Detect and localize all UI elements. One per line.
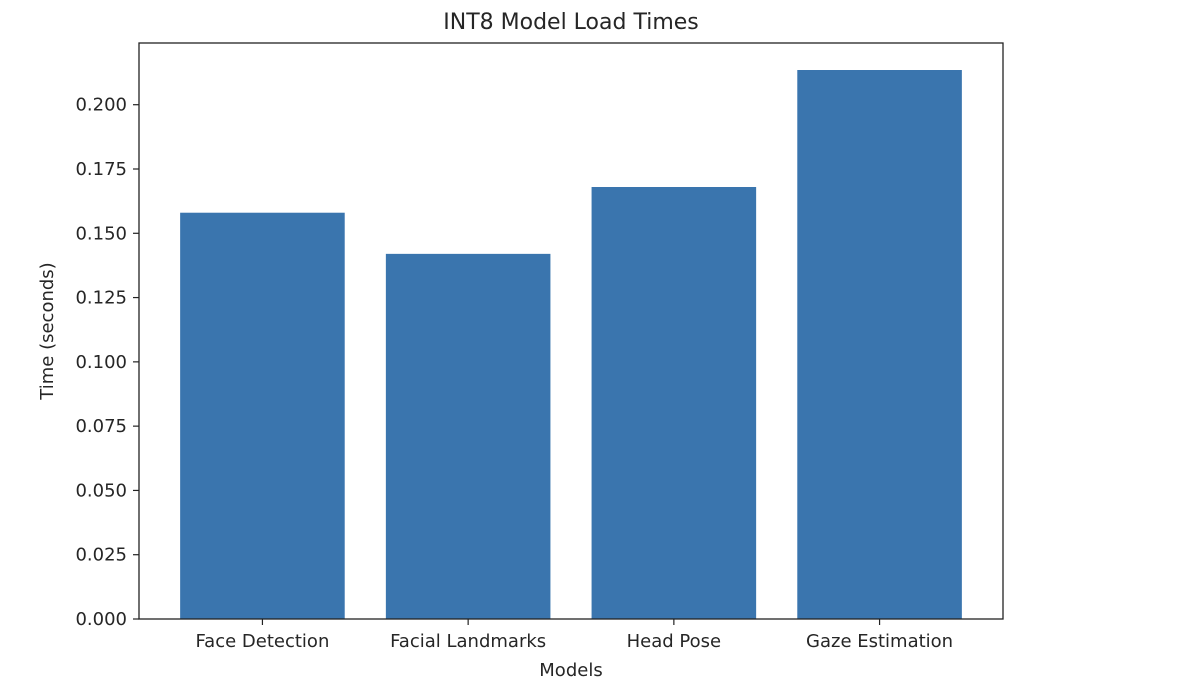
bar-gaze-estimation <box>797 70 962 619</box>
x-axis: Face Detection Facial Landmarks Head Pose G… <box>195 619 953 652</box>
y-tick-label: 0.050 <box>75 480 127 501</box>
x-tick-label: Gaze Estimation <box>806 631 953 652</box>
chart-title: INT8 Model Load Times <box>443 10 699 35</box>
y-tick-label: 0.100 <box>75 352 127 373</box>
y-tick-label: 0.075 <box>75 416 127 437</box>
x-axis-label: Models <box>539 660 602 681</box>
bar-facial-landmarks <box>385 253 551 620</box>
x-tick-label: Head Pose <box>627 631 721 652</box>
y-axis: 0.000 0.025 0.050 0.075 0.100 0.125 0.150 0.175… <box>75 95 139 630</box>
y-tick-label: 0.125 <box>75 288 127 309</box>
bar-face-detection <box>180 212 345 619</box>
bar-head-pose <box>591 187 757 619</box>
bars-group <box>180 70 962 620</box>
x-tick-label: Face Detection <box>195 631 329 652</box>
y-tick-label: 0.000 <box>75 609 127 630</box>
x-tick-label: Facial Landmarks <box>390 631 546 652</box>
plot-frame <box>138 42 1004 620</box>
y-axis-label: Time (seconds) <box>37 262 58 400</box>
y-tick-label: 0.175 <box>75 159 127 180</box>
y-tick-label: 0.025 <box>75 545 127 566</box>
y-tick-label: 0.150 <box>75 223 127 244</box>
y-tick-label: 0.200 <box>75 95 127 116</box>
